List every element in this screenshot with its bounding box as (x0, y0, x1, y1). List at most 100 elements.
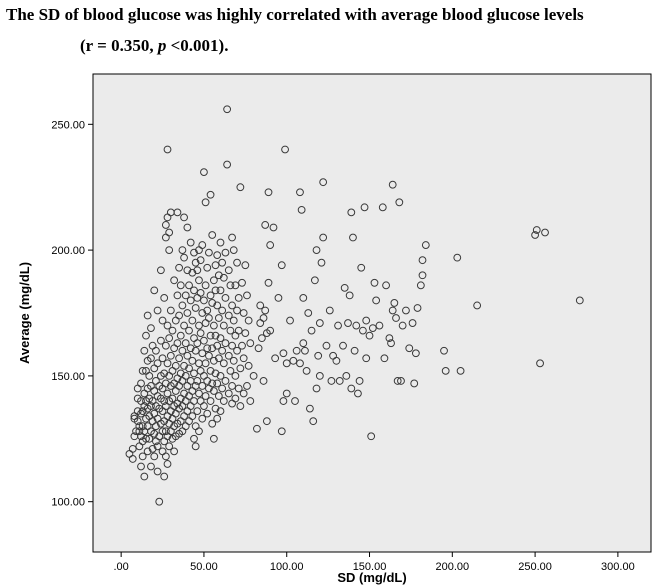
data-point (221, 248, 230, 257)
data-point (171, 361, 180, 370)
data-point (229, 356, 238, 365)
data-point (223, 160, 232, 169)
data-point (256, 301, 265, 310)
data-point (221, 339, 230, 348)
data-point (241, 261, 250, 270)
data-point (150, 429, 159, 438)
x-tick-label: 50.00 (190, 561, 218, 573)
data-point (312, 246, 321, 255)
data-point (231, 371, 240, 380)
data-point (186, 344, 195, 353)
data-point (347, 208, 356, 217)
data-point (473, 301, 482, 310)
data-point (344, 319, 352, 327)
data-point (216, 371, 225, 380)
data-point (289, 356, 298, 365)
data-point (203, 409, 212, 418)
chart-title-line-1: The SD of blood glucose was highly corre… (6, 5, 584, 24)
data-point (310, 276, 319, 285)
data-point (395, 198, 404, 207)
data-point (137, 379, 145, 388)
data-point (456, 366, 465, 375)
data-point (299, 294, 308, 302)
x-tick-label: 300.00 (601, 561, 635, 573)
data-point (307, 326, 316, 335)
data-point (213, 251, 222, 260)
title-stat-text: (r = 0.350, (80, 36, 158, 55)
data-point (168, 394, 177, 403)
data-point (173, 339, 182, 348)
data-point (347, 384, 356, 393)
data-point (354, 389, 362, 398)
data-point (205, 314, 213, 322)
data-point (186, 238, 195, 247)
data-point (203, 306, 212, 315)
data-point (214, 271, 223, 280)
y-axis-label: Average (mg/dL) (17, 262, 32, 364)
data-point (418, 271, 427, 280)
data-point (186, 296, 195, 305)
data-point (188, 412, 197, 421)
data-point (188, 316, 197, 325)
data-point (150, 286, 159, 295)
data-point (216, 286, 225, 295)
data-point (231, 281, 240, 290)
data-point (226, 281, 235, 290)
data-point (531, 231, 539, 239)
data-point (291, 397, 299, 405)
data-point (279, 397, 288, 405)
data-point (161, 452, 170, 461)
data-point (340, 283, 349, 292)
data-point (195, 276, 203, 285)
data-point (282, 359, 291, 368)
data-point (183, 266, 192, 275)
data-point (368, 324, 377, 332)
data-point (213, 379, 222, 388)
data-point (375, 321, 384, 330)
data-point (128, 444, 137, 453)
data-point (296, 359, 304, 368)
data-point (178, 246, 187, 255)
data-point (218, 346, 227, 355)
data-point (175, 263, 184, 272)
data-point (238, 341, 246, 350)
data-point (304, 309, 313, 317)
data-point (203, 263, 212, 272)
data-point (345, 291, 354, 300)
data-point (224, 351, 233, 360)
data-point (239, 354, 248, 363)
data-point (228, 301, 236, 310)
data-point (297, 205, 306, 214)
data-point (397, 377, 405, 385)
data-point (183, 351, 192, 360)
data-point (208, 231, 217, 239)
data-point (181, 291, 190, 300)
data-point (266, 326, 275, 335)
data-point (453, 253, 462, 262)
chart-title-line-2: (r = 0.350, p <0.001). (80, 36, 228, 56)
data-point (176, 331, 185, 340)
data-point (259, 314, 268, 322)
data-point (286, 316, 294, 325)
data-point (228, 382, 236, 390)
data-point (138, 407, 147, 416)
data-point (262, 417, 271, 426)
data-point (180, 361, 188, 370)
data-point (228, 341, 236, 350)
data-point (236, 183, 245, 192)
data-point (176, 369, 185, 378)
data-point (315, 319, 324, 327)
data-point (190, 369, 198, 378)
data-point (147, 462, 155, 471)
data-point (190, 434, 198, 443)
data-point (411, 349, 420, 358)
data-point (390, 299, 399, 307)
data-point (193, 407, 202, 416)
data-point (261, 306, 270, 315)
data-point (160, 397, 169, 405)
data-point (206, 397, 215, 405)
data-point (229, 316, 238, 325)
data-point (150, 452, 159, 461)
data-point (203, 377, 212, 385)
data-point (156, 266, 165, 275)
